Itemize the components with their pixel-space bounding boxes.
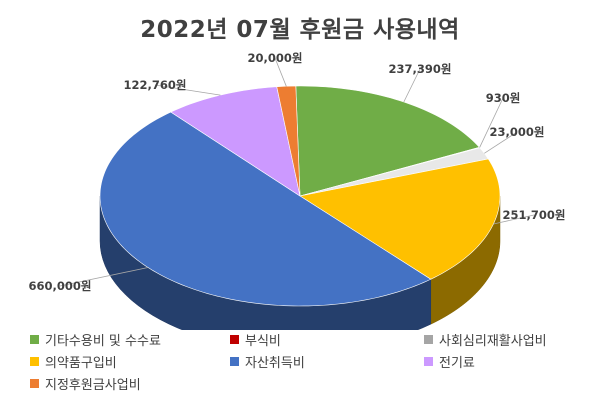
legend-swatch <box>230 357 239 366</box>
legend-item: 기타수용비 및 수수료 <box>30 330 161 349</box>
chart-legend: 기타수용비 및 수수료 부식비 사회심리재활사업비 의약품구입비 자산취득비 전… <box>0 326 600 400</box>
data-labels: 237,390원 930원 23,000원 251,700원 660,000원 122,7… <box>29 51 566 293</box>
legend-swatch <box>424 357 433 366</box>
leader-line <box>59 267 149 287</box>
legend-item: 사회심리재활사업비 <box>424 330 547 349</box>
legend-label: 사회심리재활사업비 <box>439 334 547 349</box>
legend-item: 부식비 <box>230 330 281 349</box>
legend-swatch <box>30 379 39 388</box>
leader-line <box>403 68 421 103</box>
pie-chart: 237,390원 930원 23,000원 251,700원 660,000원 122,7… <box>29 51 566 330</box>
leader-line <box>479 97 504 148</box>
legend-label: 자산취득비 <box>245 356 305 371</box>
legend-swatch <box>30 335 39 344</box>
legend-swatch <box>424 335 433 344</box>
legend-swatch <box>30 357 39 366</box>
legend-swatch <box>230 335 239 344</box>
leader-line <box>154 84 221 96</box>
legend-label: 전기료 <box>439 356 475 371</box>
legend-label: 기타수용비 및 수수료 <box>45 334 161 349</box>
leader-line <box>274 57 287 87</box>
legend-label: 지정후원금사업비 <box>45 378 141 393</box>
pie-slice <box>99 111 432 307</box>
data-label: 20,000원 <box>248 51 303 65</box>
pie-top-faces <box>99 85 501 307</box>
data-label: 660,000원 <box>29 279 92 293</box>
data-label: 930원 <box>486 91 521 105</box>
data-label: 237,390원 <box>389 62 452 76</box>
legend-label: 부식비 <box>245 334 281 349</box>
data-label: 122,760원 <box>124 78 187 92</box>
legend-label: 의약품구입비 <box>45 356 117 371</box>
leader-line <box>493 214 535 225</box>
legend-item: 의약품구입비 <box>30 352 117 371</box>
legend-item: 자산취득비 <box>230 352 305 371</box>
legend-item: 지정후원금사업비 <box>30 374 141 393</box>
data-label: 251,700원 <box>503 208 566 222</box>
legend-item: 전기료 <box>424 352 475 371</box>
chart-title: 2022년 07월 후원금 사용내역 <box>140 17 460 43</box>
leader-line <box>484 131 518 154</box>
data-label: 23,000원 <box>490 125 545 139</box>
